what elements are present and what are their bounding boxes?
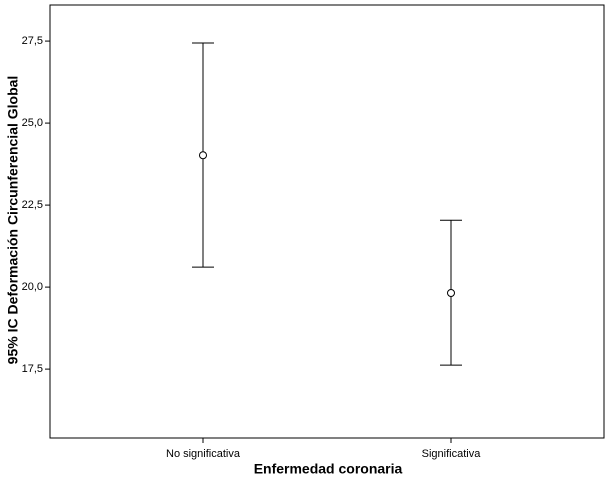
y-tick-label: 22,5 xyxy=(22,199,43,211)
mean-point xyxy=(199,151,207,160)
x-tick-label: No significativa xyxy=(166,448,241,460)
y-tick-label: 17,5 xyxy=(22,363,43,375)
y-tick-label: 20,0 xyxy=(22,281,43,293)
y-tick-label: 27,5 xyxy=(22,35,43,47)
y-tick-label: 25,0 xyxy=(22,117,43,129)
y-axis-label: 95% IC Deformación Circunferencial Globa… xyxy=(5,76,21,365)
x-axis-label: Enfermedad coronaria xyxy=(254,461,403,477)
mean-point xyxy=(447,289,455,298)
x-tick-label: Significativa xyxy=(422,448,482,460)
plot-frame xyxy=(49,4,605,439)
